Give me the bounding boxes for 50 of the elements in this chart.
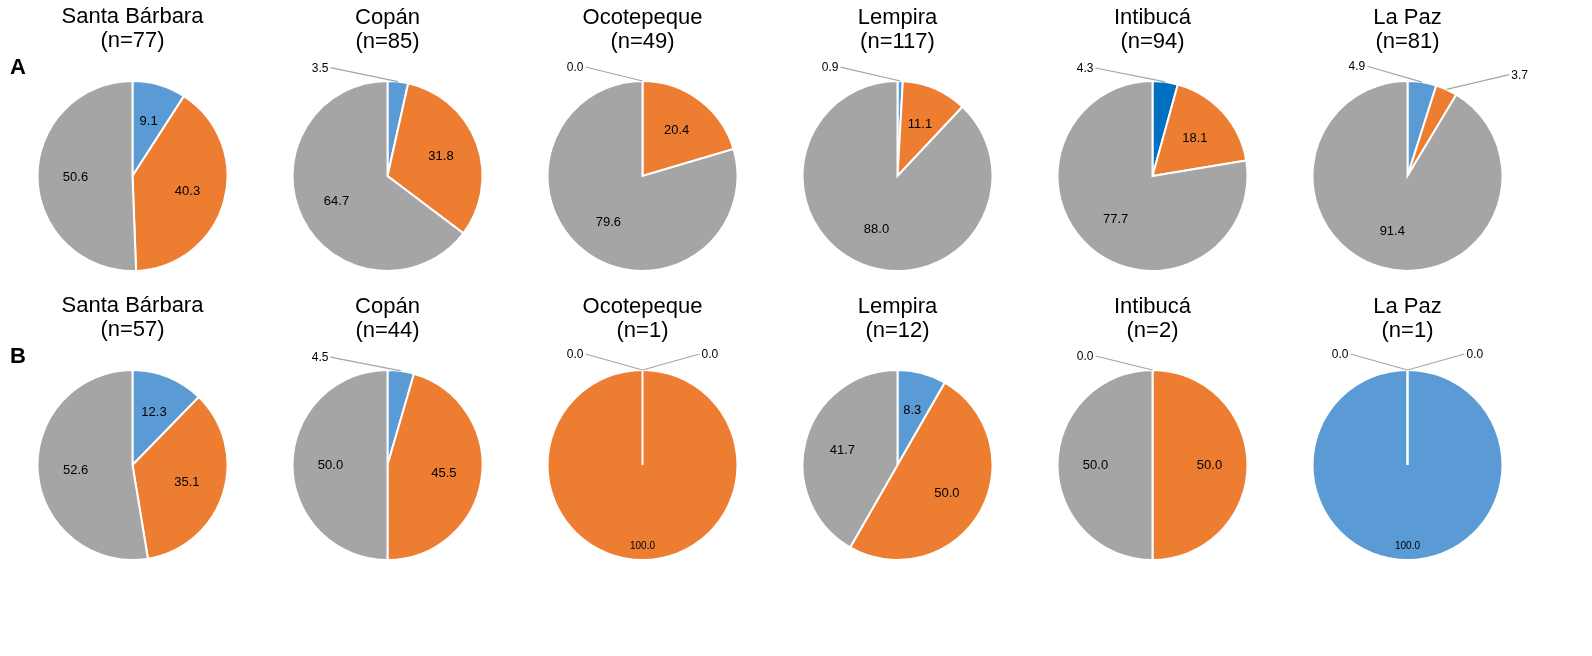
data-label: 52.6 — [63, 461, 89, 477]
data-label: 50.0 — [1196, 457, 1223, 472]
chart-title: La Paz (n=1) — [1373, 293, 1442, 342]
data-label: 4.5 — [311, 350, 329, 365]
data-label: 50.6 — [62, 169, 89, 185]
chart-title: Copán (n=85) — [355, 4, 420, 53]
data-label: 11.1 — [907, 115, 933, 131]
text: 0.0 — [1076, 349, 1094, 363]
chart-title: Lempira (n=12) — [857, 293, 938, 342]
data-label: 4.3 — [1076, 60, 1094, 75]
text: 0.0 — [566, 347, 584, 361]
data-label: 20.4 — [663, 122, 690, 138]
chart-title: Copán (n=44) — [355, 293, 420, 342]
data-label: 12.3 — [141, 404, 167, 420]
data-label: 91.4 — [1379, 222, 1405, 238]
data-label: 41.7 — [829, 442, 856, 458]
data-label: 8.3 — [903, 401, 922, 417]
data-label: 100.0 — [1394, 539, 1421, 551]
chart-title: Santa Bárbara (n=57) — [61, 292, 205, 341]
chart-title: Intibucá (n=94) — [1113, 4, 1192, 53]
data-label: 31.8 — [428, 148, 454, 164]
data-label: 77.7 — [1102, 211, 1129, 227]
data-label: 50.0 — [1082, 457, 1109, 472]
data-label: 3.7 — [1511, 67, 1529, 82]
data-label: 45.5 — [431, 465, 457, 481]
data-label: 64.7 — [323, 193, 350, 209]
data-label: 0.9 — [821, 60, 839, 75]
data-label: 40.3 — [174, 183, 201, 199]
data-label: 50.0 — [317, 457, 344, 472]
data-label: 88.0 — [863, 221, 890, 236]
chart-title: Ocotepeque (n=1) — [582, 293, 703, 342]
text: 0.0 — [1331, 347, 1349, 361]
data-label: 35.1 — [174, 474, 200, 490]
text: 0.0 — [1466, 347, 1484, 361]
text: A — [10, 54, 26, 79]
text: B — [10, 343, 26, 368]
chart-title: Intibucá (n=2) — [1113, 293, 1192, 342]
chart-title: Lempira (n=117) — [857, 4, 938, 53]
data-label: 50.0 — [934, 485, 960, 501]
data-label: 4.9 — [1348, 59, 1366, 74]
chart-title: Santa Bárbara (n=77) — [61, 3, 205, 52]
data-label: 9.1 — [139, 113, 158, 129]
data-label: 100.0 — [629, 539, 656, 551]
data-label: 79.6 — [595, 213, 622, 229]
text: 0.0 — [566, 60, 584, 74]
text: 0.0 — [701, 347, 719, 361]
chart-title: La Paz (n=81) — [1373, 4, 1442, 53]
data-label: 3.5 — [311, 60, 329, 75]
data-label: 18.1 — [1182, 129, 1208, 145]
chart-title: Ocotepeque (n=49) — [582, 4, 703, 53]
